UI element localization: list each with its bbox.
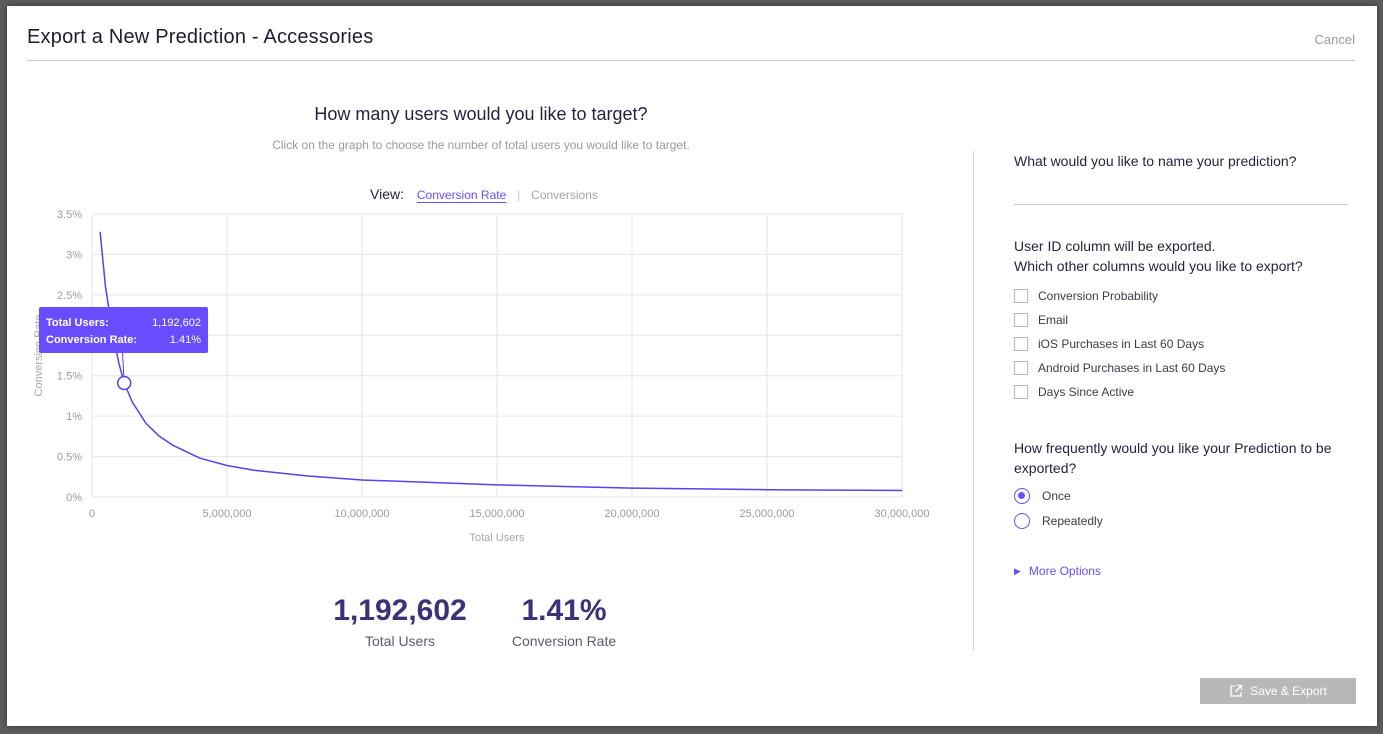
header-divider xyxy=(27,60,1355,61)
radio-button[interactable] xyxy=(1014,488,1030,504)
caret-right-icon: ▶ xyxy=(1014,565,1021,576)
name-question: What would you like to name your predict… xyxy=(1014,153,1297,169)
columns-note: User ID column will be exported. xyxy=(1014,238,1216,254)
columns-question: Which other columns would you like to ex… xyxy=(1014,258,1303,274)
x-tick-label: 15,000,000 xyxy=(469,508,524,520)
tooltip-conversion-rate-label: Conversion Rate: xyxy=(46,334,138,346)
total-users-value: 1,192,602 xyxy=(333,594,467,627)
view-switcher: View: Conversion Rate | Conversions xyxy=(370,186,598,202)
x-tick-label: 5,000,000 xyxy=(203,508,252,520)
radio-button[interactable] xyxy=(1014,513,1030,529)
prediction-name-input[interactable] xyxy=(1014,204,1348,205)
x-tick-label: 25,000,000 xyxy=(739,508,794,520)
y-tick-label: 0% xyxy=(66,492,82,504)
checkbox[interactable] xyxy=(1014,289,1028,303)
frequency-option-once[interactable]: Once xyxy=(1014,488,1071,504)
checkbox-label: Android Purchases in Last 60 Days xyxy=(1038,361,1226,375)
checkbox-label: Email xyxy=(1038,313,1069,327)
conversion-rate-stat: 1.41% Conversion Rate xyxy=(494,594,634,649)
y-tick-label: 3.5% xyxy=(57,209,82,221)
checkbox-label: iOS Purchases in Last 60 Days xyxy=(1038,337,1205,351)
save-export-label: Save & Export xyxy=(1250,684,1327,698)
frequency-option-repeatedly[interactable]: Repeatedly xyxy=(1014,513,1103,529)
radio-label: Repeatedly xyxy=(1042,514,1103,528)
checkbox[interactable] xyxy=(1014,337,1028,351)
export-modal: Export a New Prediction - Accessories Ca… xyxy=(7,6,1377,726)
modal-title: Export a New Prediction - Accessories xyxy=(27,26,374,48)
column-option-ios-purchases[interactable]: iOS Purchases in Last 60 Days xyxy=(1014,337,1204,351)
x-tick-label: 0 xyxy=(89,508,95,520)
checkbox[interactable] xyxy=(1014,385,1028,399)
external-link-icon xyxy=(1230,684,1243,697)
frequency-question: How frequently would you like your Predi… xyxy=(1014,440,1332,476)
tab-conversions[interactable]: Conversions xyxy=(531,188,598,202)
column-option-android-purchases[interactable]: Android Purchases in Last 60 Days xyxy=(1014,361,1225,375)
tooltip-conversion-rate-value: 1.41% xyxy=(169,334,201,346)
view-label: View: xyxy=(370,186,404,202)
column-option-email[interactable]: Email xyxy=(1014,313,1068,327)
view-separator: | xyxy=(517,188,521,202)
tab-conversion-rate[interactable]: Conversion Rate xyxy=(416,188,507,202)
y-tick-label: 2.5% xyxy=(57,290,82,302)
conversion-rate-value: 1.41% xyxy=(521,594,607,627)
checkbox[interactable] xyxy=(1014,313,1028,327)
checkbox-label: Conversion Probability xyxy=(1038,289,1159,303)
chart-tooltip: Total Users: 1,192,602 Conversion Rate: … xyxy=(39,307,208,353)
tooltip-total-users-label: Total Users: xyxy=(46,317,109,329)
column-option-conversion-probability[interactable]: Conversion Probability xyxy=(1014,289,1158,303)
column-divider xyxy=(973,151,974,651)
conversion-rate-chart[interactable]: 0%0.5%1%1.5%2%2.5%3%3.5%05,000,00010,000… xyxy=(7,6,967,566)
y-tick-label: 1% xyxy=(66,411,82,423)
save-export-button[interactable]: Save & Export xyxy=(1200,678,1356,704)
total-users-stat: 1,192,602 Total Users xyxy=(320,594,480,649)
checkbox[interactable] xyxy=(1014,361,1028,375)
checkbox-label: Days Since Active xyxy=(1038,385,1135,399)
selected-point-marker xyxy=(116,375,132,391)
target-instruction: Click on the graph to choose the number … xyxy=(272,138,690,152)
y-tick-label: 0.5% xyxy=(57,452,82,464)
radio-label: Once xyxy=(1042,489,1071,503)
cancel-link[interactable]: Cancel xyxy=(1314,32,1355,47)
more-options-toggle[interactable]: ▶ More Options xyxy=(1014,564,1101,578)
x-tick-label: 10,000,000 xyxy=(334,508,389,520)
more-options-label: More Options xyxy=(1028,564,1101,578)
total-users-caption: Total Users xyxy=(364,633,436,649)
conversion-rate-line xyxy=(99,231,903,492)
x-axis-title: Total Users xyxy=(469,532,525,544)
y-tick-label: 1.5% xyxy=(57,371,82,383)
x-tick-label: 20,000,000 xyxy=(604,508,659,520)
target-question: How many users would you like to target? xyxy=(314,104,648,124)
y-tick-label: 3% xyxy=(66,249,82,261)
conversion-rate-caption: Conversion Rate xyxy=(511,633,617,649)
column-option-days-since-active[interactable]: Days Since Active xyxy=(1014,385,1134,399)
tooltip-total-users-value: 1,192,602 xyxy=(152,317,201,329)
x-tick-label: 30,000,000 xyxy=(874,508,929,520)
